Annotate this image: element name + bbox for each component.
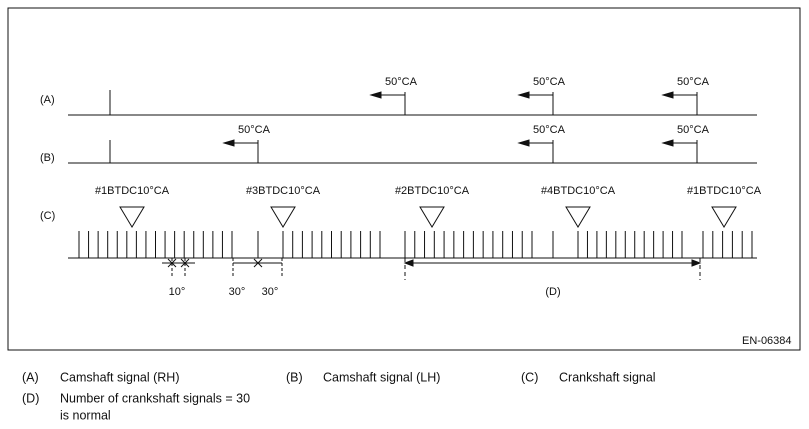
tdc-marker xyxy=(711,206,737,228)
legend-key: (A) xyxy=(22,370,39,384)
angle-label: 50°CA xyxy=(238,124,271,136)
angle-label: 50°CA xyxy=(385,76,418,88)
dimension-tick xyxy=(180,258,190,268)
tdc-marker xyxy=(270,206,296,228)
row-label: (B) xyxy=(40,152,55,164)
row-label: (C) xyxy=(40,210,55,222)
tdc-label: #2BTDC10°CA xyxy=(395,185,470,197)
angle-label: 50°CA xyxy=(533,124,566,136)
legend-key: (C) xyxy=(521,370,538,384)
tdc-label: #1BTDC10°CA xyxy=(95,185,170,197)
tdc-marker xyxy=(119,206,145,228)
angle-label: 50°CA xyxy=(677,124,710,136)
legend-key: (B) xyxy=(286,370,303,384)
tdc-label: #3BTDC10°CA xyxy=(246,185,321,197)
angle-label: 30° xyxy=(229,286,246,298)
arrow-head xyxy=(517,139,530,147)
arrow-head xyxy=(403,259,414,267)
angle-label: 50°CA xyxy=(677,76,710,88)
legend-text: Crankshaft signal xyxy=(559,370,656,384)
tdc-marker xyxy=(419,206,445,228)
angle-label: 30° xyxy=(262,286,279,298)
span-label: (D) xyxy=(545,286,560,298)
tdc-label: #4BTDC10°CA xyxy=(541,185,616,197)
arrow-head xyxy=(691,259,702,267)
row-label: (A) xyxy=(40,94,55,106)
legend-text: is normal xyxy=(60,408,111,422)
angle-label: 50°CA xyxy=(533,76,566,88)
angle-label: 10° xyxy=(169,286,186,298)
legend-text: Camshaft signal (RH) xyxy=(60,370,179,384)
legend-text: Camshaft signal (LH) xyxy=(323,370,440,384)
arrow-head xyxy=(369,91,382,99)
tdc-label: #1BTDC10°CA xyxy=(687,185,762,197)
arrow-head xyxy=(661,91,674,99)
dimension-tick xyxy=(253,258,263,268)
legend-text: Number of crankshaft signals = 30 xyxy=(60,391,250,405)
figure-code: EN-06384 xyxy=(742,335,792,347)
arrow-head xyxy=(661,139,674,147)
figure-frame xyxy=(7,7,801,351)
arrow-head xyxy=(517,91,530,99)
legend-key: (D) xyxy=(22,391,39,405)
dimension-tick xyxy=(167,258,177,268)
arrow-head xyxy=(222,139,235,147)
tdc-marker xyxy=(565,206,591,228)
